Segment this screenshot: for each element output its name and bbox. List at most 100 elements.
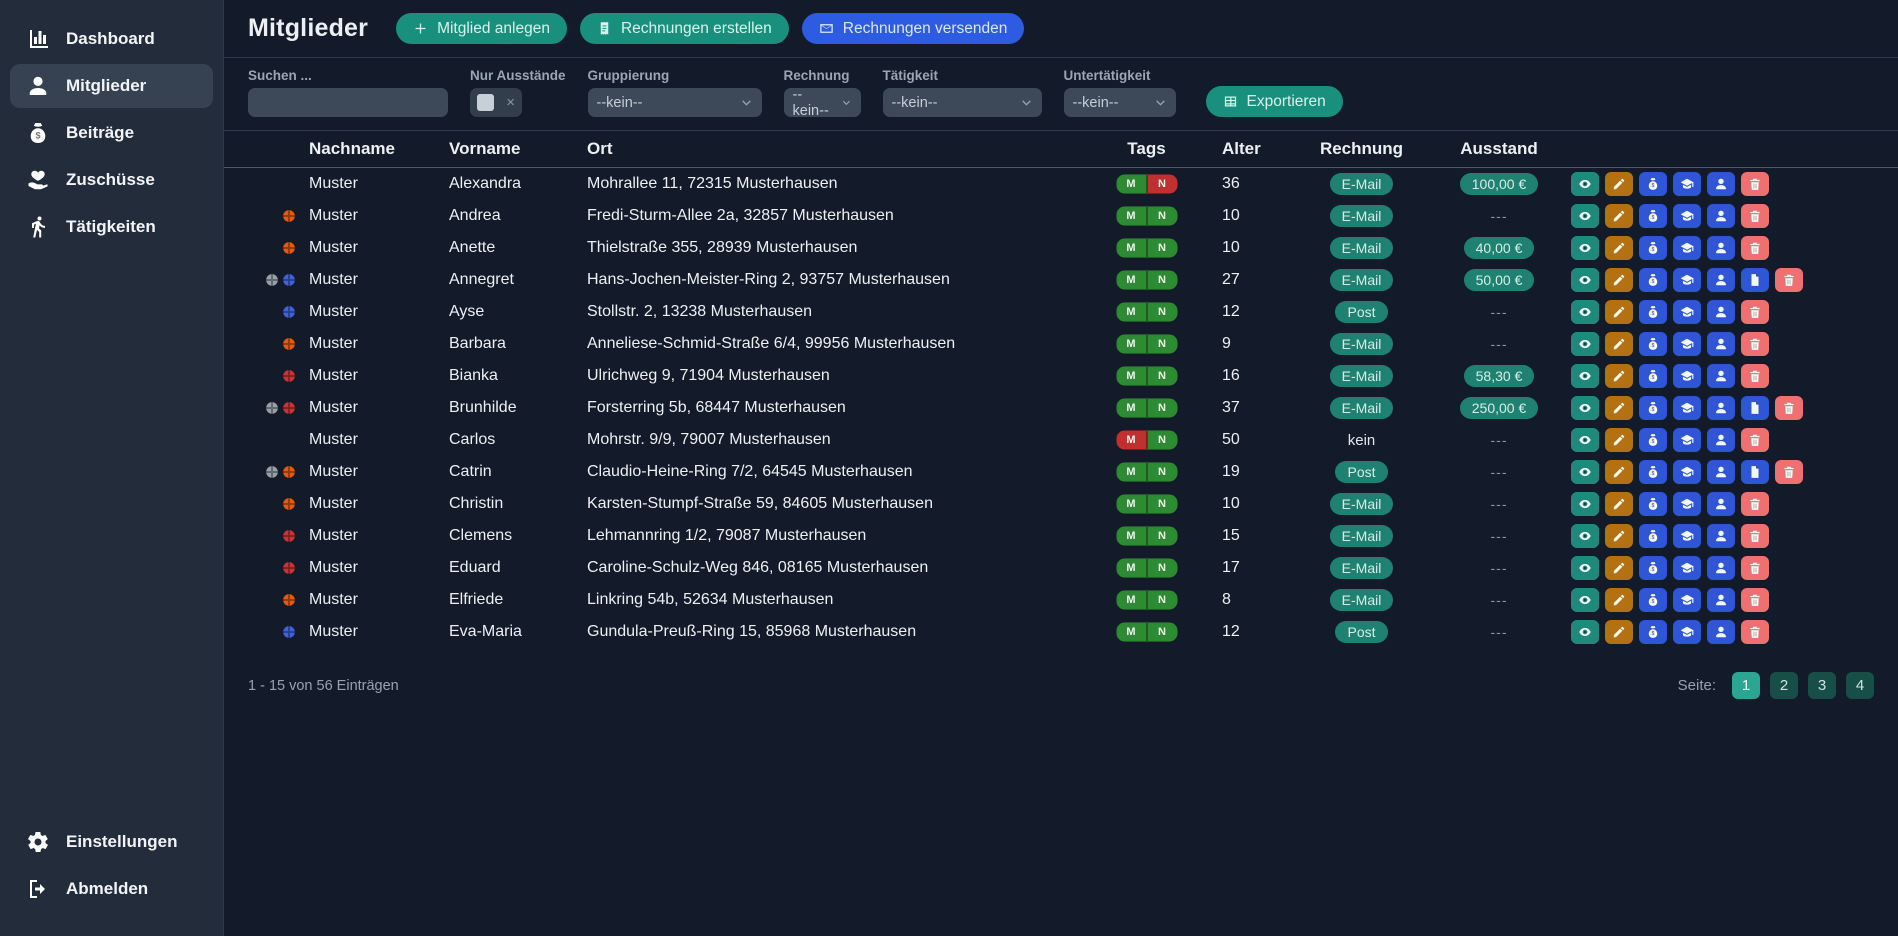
delete-button[interactable]: [1741, 524, 1769, 548]
contributions-button[interactable]: $: [1639, 236, 1667, 260]
activities-button[interactable]: [1673, 300, 1701, 324]
edit-button[interactable]: [1605, 172, 1633, 196]
rechnungen-versenden-button[interactable]: Rechnungen versenden: [801, 13, 1025, 44]
view-button[interactable]: [1571, 460, 1599, 484]
sidebar-item-mitglieder[interactable]: Mitglieder: [10, 64, 213, 108]
delete-button[interactable]: [1775, 268, 1803, 292]
view-button[interactable]: [1571, 332, 1599, 356]
tätigkeit-select[interactable]: --kein--: [882, 88, 1042, 117]
edit-button[interactable]: [1605, 300, 1633, 324]
member-button[interactable]: [1707, 620, 1735, 644]
gruppierung-select[interactable]: --kein--: [587, 88, 762, 117]
arrears-clear-icon[interactable]: ×: [506, 94, 515, 111]
view-button[interactable]: [1571, 396, 1599, 420]
view-button[interactable]: [1571, 172, 1599, 196]
document-button[interactable]: [1741, 268, 1769, 292]
contributions-button[interactable]: $: [1639, 396, 1667, 420]
activities-button[interactable]: [1673, 172, 1701, 196]
contributions-button[interactable]: $: [1639, 588, 1667, 612]
view-button[interactable]: [1571, 492, 1599, 516]
contributions-button[interactable]: $: [1639, 460, 1667, 484]
activities-button[interactable]: [1673, 492, 1701, 516]
delete-button[interactable]: [1741, 332, 1769, 356]
untertätigkeit-select[interactable]: --kein--: [1063, 88, 1176, 117]
rechnung-select[interactable]: --kein--: [783, 87, 861, 119]
member-button[interactable]: [1707, 268, 1735, 292]
activities-button[interactable]: [1673, 204, 1701, 228]
delete-button[interactable]: [1741, 492, 1769, 516]
edit-button[interactable]: [1605, 492, 1633, 516]
delete-button[interactable]: [1775, 396, 1803, 420]
sidebar-item-zusch-sse[interactable]: Zuschüsse: [10, 158, 213, 202]
delete-button[interactable]: [1741, 620, 1769, 644]
activities-button[interactable]: [1673, 396, 1701, 420]
member-button[interactable]: [1707, 364, 1735, 388]
delete-button[interactable]: [1741, 172, 1769, 196]
activities-button[interactable]: [1673, 332, 1701, 356]
contributions-button[interactable]: $: [1639, 268, 1667, 292]
delete-button[interactable]: [1741, 556, 1769, 580]
delete-button[interactable]: [1741, 300, 1769, 324]
delete-button[interactable]: [1741, 236, 1769, 260]
edit-button[interactable]: [1605, 460, 1633, 484]
view-button[interactable]: [1571, 524, 1599, 548]
page-button-3[interactable]: 3: [1808, 672, 1836, 699]
view-button[interactable]: [1571, 204, 1599, 228]
delete-button[interactable]: [1741, 588, 1769, 612]
member-button[interactable]: [1707, 460, 1735, 484]
member-button[interactable]: [1707, 204, 1735, 228]
contributions-button[interactable]: $: [1639, 556, 1667, 580]
member-button[interactable]: [1707, 588, 1735, 612]
edit-button[interactable]: [1605, 268, 1633, 292]
member-button[interactable]: [1707, 300, 1735, 324]
activities-button[interactable]: [1673, 364, 1701, 388]
activities-button[interactable]: [1673, 236, 1701, 260]
sidebar-item-beitr-ge[interactable]: $ Beiträge: [10, 111, 213, 155]
page-button-4[interactable]: 4: [1846, 672, 1874, 699]
arrears-checkbox[interactable]: [477, 94, 494, 111]
member-button[interactable]: [1707, 236, 1735, 260]
edit-button[interactable]: [1605, 556, 1633, 580]
member-button[interactable]: [1707, 492, 1735, 516]
member-button[interactable]: [1707, 428, 1735, 452]
page-button-2[interactable]: 2: [1770, 672, 1798, 699]
delete-button[interactable]: [1775, 460, 1803, 484]
view-button[interactable]: [1571, 556, 1599, 580]
view-button[interactable]: [1571, 300, 1599, 324]
contributions-button[interactable]: $: [1639, 332, 1667, 356]
activities-button[interactable]: [1673, 460, 1701, 484]
contributions-button[interactable]: $: [1639, 620, 1667, 644]
edit-button[interactable]: [1605, 588, 1633, 612]
view-button[interactable]: [1571, 268, 1599, 292]
activities-button[interactable]: [1673, 556, 1701, 580]
contributions-button[interactable]: $: [1639, 524, 1667, 548]
edit-button[interactable]: [1605, 364, 1633, 388]
member-button[interactable]: [1707, 396, 1735, 420]
view-button[interactable]: [1571, 588, 1599, 612]
activities-button[interactable]: [1673, 268, 1701, 292]
contributions-button[interactable]: $: [1639, 172, 1667, 196]
contributions-button[interactable]: $: [1639, 300, 1667, 324]
sidebar-item-abmelden[interactable]: Abmelden: [10, 867, 213, 911]
member-button[interactable]: [1707, 524, 1735, 548]
export-button[interactable]: Exportieren: [1205, 86, 1343, 117]
sidebar-item-t-tigkeiten[interactable]: Tätigkeiten: [10, 205, 213, 249]
delete-button[interactable]: [1741, 364, 1769, 388]
sidebar-item-dashboard[interactable]: Dashboard: [10, 17, 213, 61]
contributions-button[interactable]: $: [1639, 492, 1667, 516]
edit-button[interactable]: [1605, 428, 1633, 452]
edit-button[interactable]: [1605, 396, 1633, 420]
contributions-button[interactable]: $: [1639, 204, 1667, 228]
activities-button[interactable]: [1673, 620, 1701, 644]
page-button-1[interactable]: 1: [1732, 672, 1760, 699]
edit-button[interactable]: [1605, 204, 1633, 228]
member-button[interactable]: [1707, 332, 1735, 356]
contributions-button[interactable]: $: [1639, 428, 1667, 452]
delete-button[interactable]: [1741, 428, 1769, 452]
activities-button[interactable]: [1673, 588, 1701, 612]
activities-button[interactable]: [1673, 524, 1701, 548]
edit-button[interactable]: [1605, 332, 1633, 356]
member-button[interactable]: [1707, 556, 1735, 580]
edit-button[interactable]: [1605, 524, 1633, 548]
delete-button[interactable]: [1741, 204, 1769, 228]
